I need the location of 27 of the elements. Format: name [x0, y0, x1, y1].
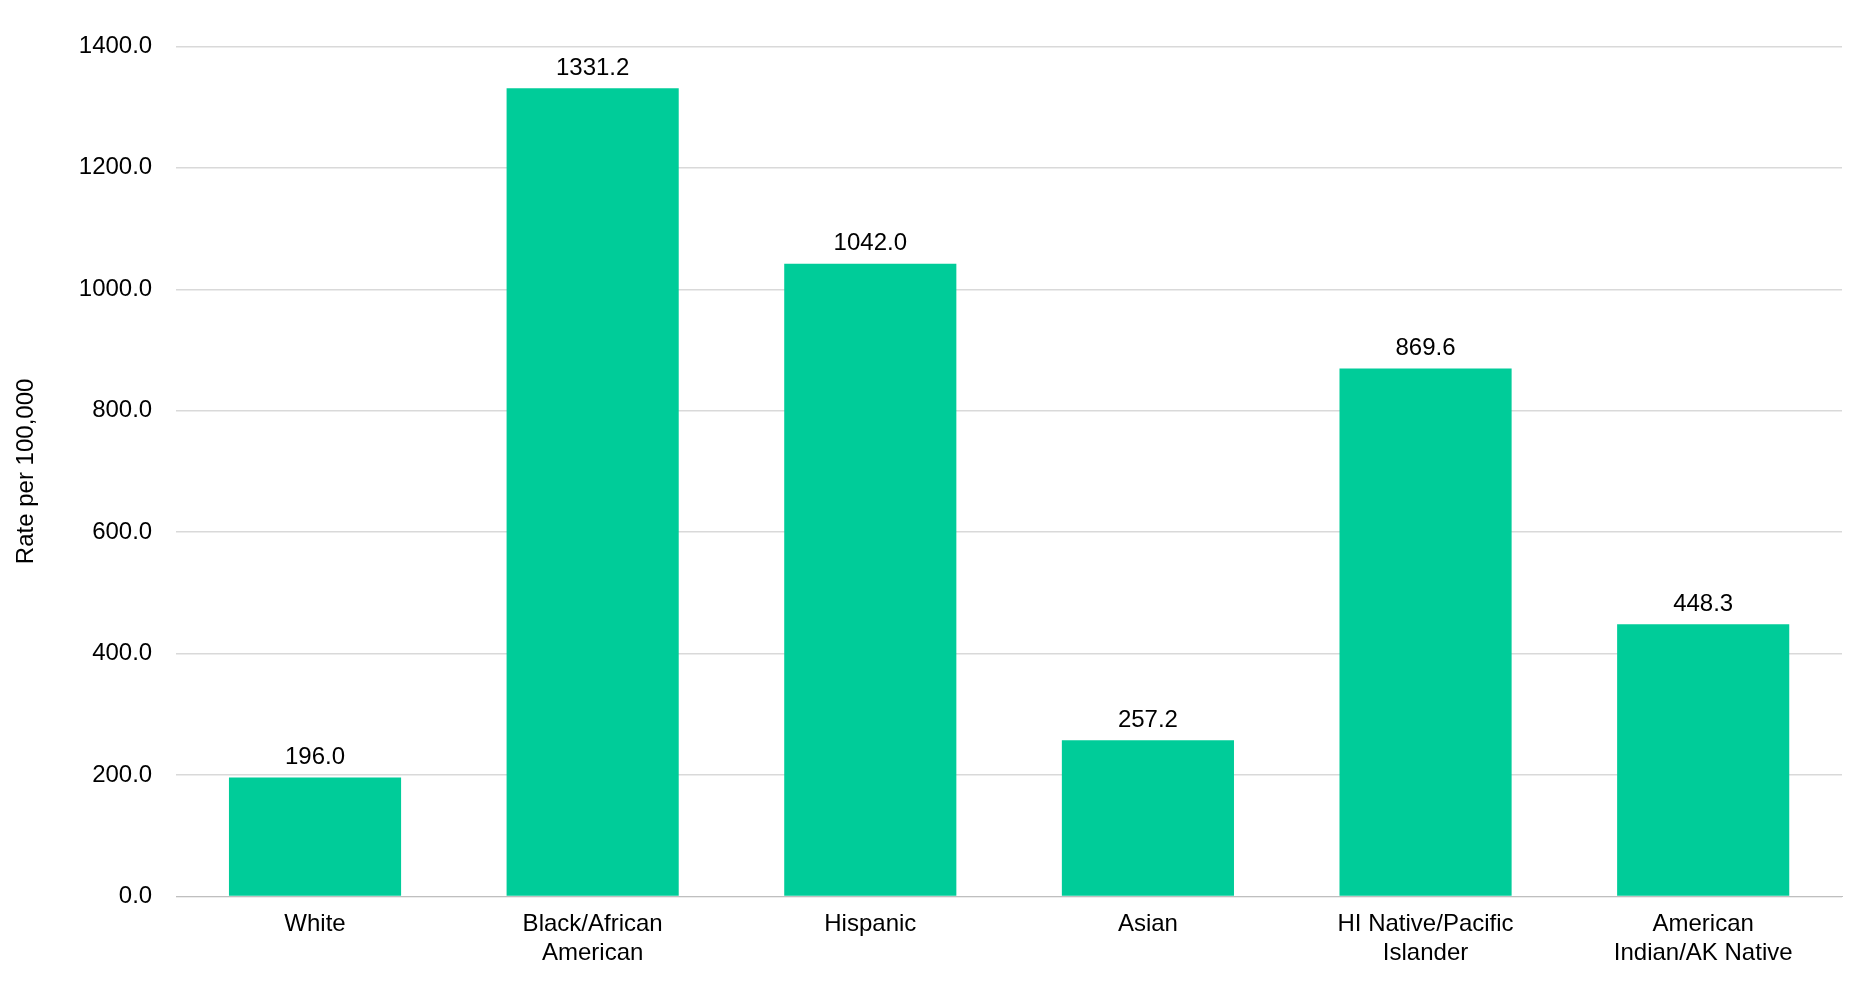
x-tick-label: American Indian/AK Native [1613, 909, 1793, 966]
x-tick-label: Black/African American [522, 909, 663, 966]
bar [1061, 740, 1234, 896]
bar [784, 263, 957, 896]
data-label: 448.3 [1673, 588, 1734, 616]
y-tick-label: 0.0 [118, 881, 153, 909]
data-label: 196.0 [284, 742, 346, 770]
data-label: 257.2 [1117, 704, 1178, 732]
data-label: 1042.0 [833, 228, 907, 256]
data-label: 869.6 [1395, 333, 1456, 361]
y-tick-label: 1200.0 [78, 152, 153, 180]
y-tick-label: 600.0 [92, 516, 153, 544]
data-label: 1331.2 [555, 52, 630, 80]
bar [1617, 624, 1790, 896]
x-tick-label: HI Native/Pacific Islander [1337, 909, 1514, 966]
y-tick-label: 1000.0 [78, 273, 153, 301]
y-tick-label: 1400.0 [78, 31, 153, 59]
x-tick-label: White [284, 909, 346, 937]
bar [506, 88, 679, 896]
y-tick-label: 400.0 [92, 638, 153, 666]
y-tick-label: 800.0 [92, 395, 153, 423]
y-axis-title: Rate per 100,000 [11, 378, 39, 565]
y-tick-label: 200.0 [92, 759, 153, 787]
bar [228, 777, 402, 896]
x-tick-label: Asian [1117, 909, 1178, 937]
bar [1339, 368, 1512, 896]
x-tick-label: Hispanic [824, 909, 917, 937]
